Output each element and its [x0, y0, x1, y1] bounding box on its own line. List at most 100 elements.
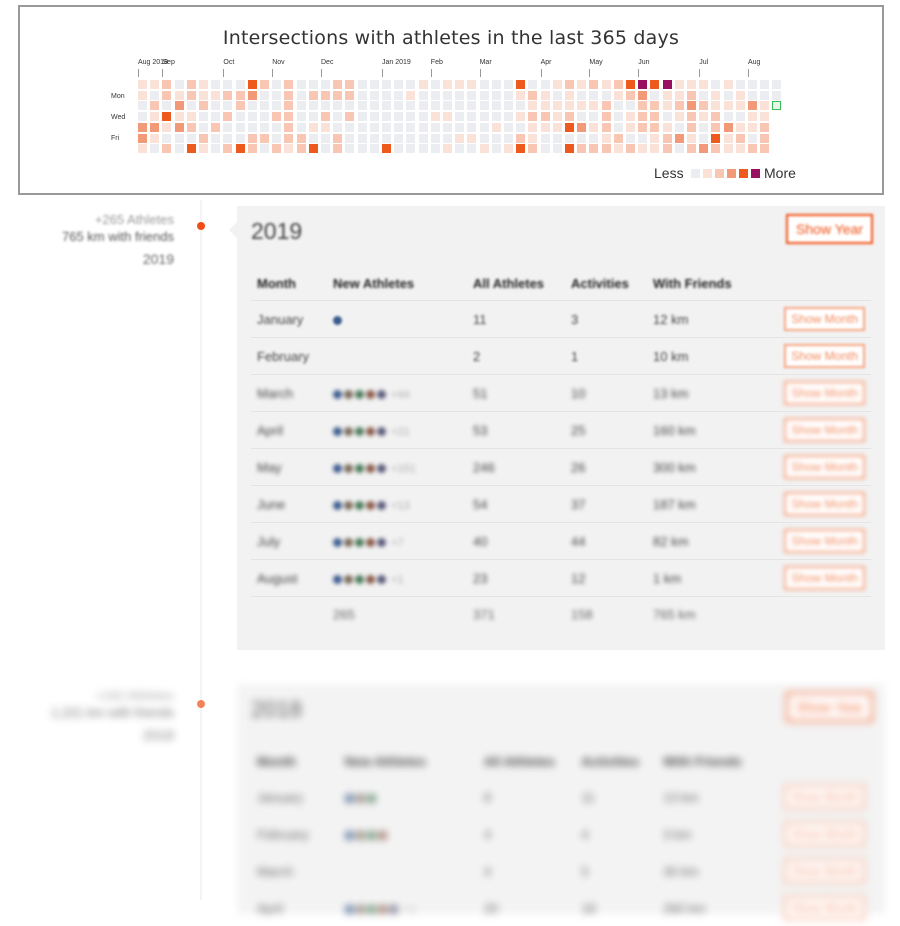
heatmap-cell[interactable]: [553, 91, 562, 100]
heatmap-cell[interactable]: [150, 91, 159, 100]
heatmap-cell[interactable]: [455, 134, 464, 143]
heatmap-cell[interactable]: [162, 134, 171, 143]
heatmap-cell[interactable]: [760, 112, 769, 121]
heatmap-cell[interactable]: [626, 91, 635, 100]
heatmap-cell[interactable]: [284, 101, 293, 110]
heatmap-cell[interactable]: [248, 80, 257, 89]
heatmap-cell[interactable]: [297, 123, 306, 132]
heatmap-cell[interactable]: [528, 144, 537, 153]
heatmap-cell[interactable]: [370, 123, 379, 132]
heatmap-cell[interactable]: [589, 91, 598, 100]
heatmap-cell[interactable]: [541, 134, 550, 143]
heatmap-cell[interactable]: [699, 112, 708, 121]
heatmap-cell[interactable]: [467, 101, 476, 110]
heatmap-cell[interactable]: [419, 123, 428, 132]
heatmap-cell[interactable]: [614, 123, 623, 132]
heatmap-cell[interactable]: [211, 80, 220, 89]
avatar[interactable]: [333, 501, 342, 510]
heatmap-cell[interactable]: [394, 91, 403, 100]
heatmap-cell[interactable]: [223, 91, 232, 100]
heatmap-cell[interactable]: [467, 112, 476, 121]
heatmap-cell[interactable]: [602, 101, 611, 110]
heatmap-cell[interactable]: [528, 112, 537, 121]
heatmap-cell[interactable]: [748, 101, 757, 110]
avatar[interactable]: [366, 538, 375, 547]
heatmap-cell[interactable]: [736, 91, 745, 100]
heatmap-cell[interactable]: [553, 112, 562, 121]
heatmap-cell[interactable]: [638, 123, 647, 132]
heatmap-cell[interactable]: [711, 80, 720, 89]
heatmap-cell[interactable]: [589, 123, 598, 132]
heatmap-cell[interactable]: [394, 101, 403, 110]
heatmap-cell[interactable]: [236, 112, 245, 121]
heatmap-cell[interactable]: [150, 80, 159, 89]
heatmap-cell[interactable]: [699, 144, 708, 153]
heatmap-cell[interactable]: [516, 101, 525, 110]
heatmap-cell[interactable]: [406, 123, 415, 132]
heatmap-cell[interactable]: [480, 134, 489, 143]
heatmap-cell[interactable]: [236, 101, 245, 110]
avatar[interactable]: [333, 464, 342, 473]
avatar[interactable]: [367, 831, 376, 840]
heatmap-cell[interactable]: [297, 144, 306, 153]
heatmap-cell[interactable]: [760, 91, 769, 100]
heatmap-cell[interactable]: [614, 112, 623, 121]
heatmap-cell[interactable]: [760, 101, 769, 110]
heatmap-cell[interactable]: [736, 134, 745, 143]
heatmap-cell[interactable]: [626, 144, 635, 153]
heatmap-cell[interactable]: [138, 91, 147, 100]
heatmap-cell[interactable]: [199, 134, 208, 143]
heatmap-cell[interactable]: [687, 91, 696, 100]
heatmap-cell[interactable]: [223, 123, 232, 132]
heatmap-cell[interactable]: [211, 123, 220, 132]
heatmap-cell[interactable]: [565, 80, 574, 89]
heatmap-cell[interactable]: [687, 112, 696, 121]
heatmap-cell[interactable]: [455, 91, 464, 100]
heatmap-cell[interactable]: [772, 80, 781, 89]
heatmap-cell[interactable]: [602, 91, 611, 100]
heatmap-cell[interactable]: [297, 101, 306, 110]
heatmap-cell[interactable]: [321, 91, 330, 100]
heatmap-cell[interactable]: [528, 134, 537, 143]
heatmap-cell[interactable]: [614, 101, 623, 110]
heatmap-cell[interactable]: [406, 144, 415, 153]
avatar[interactable]: [377, 501, 386, 510]
heatmap-cell[interactable]: [455, 80, 464, 89]
heatmap-cell[interactable]: [370, 112, 379, 121]
heatmap-cell[interactable]: [321, 112, 330, 121]
heatmap-cell[interactable]: [589, 80, 598, 89]
heatmap-cell[interactable]: [455, 144, 464, 153]
heatmap-cell[interactable]: [748, 123, 757, 132]
avatar[interactable]: [355, 575, 364, 584]
heatmap-cell[interactable]: [199, 144, 208, 153]
heatmap-cell[interactable]: [260, 123, 269, 132]
avatar[interactable]: [377, 538, 386, 547]
avatar[interactable]: [356, 794, 365, 803]
avatar[interactable]: [344, 538, 353, 547]
heatmap-cell[interactable]: [187, 144, 196, 153]
heatmap-cell[interactable]: [284, 144, 293, 153]
show-month-button[interactable]: Show Month: [784, 418, 865, 442]
heatmap-cell[interactable]: [406, 80, 415, 89]
heatmap-cell[interactable]: [138, 101, 147, 110]
heatmap-cell[interactable]: [406, 112, 415, 121]
avatar[interactable]: [344, 501, 353, 510]
heatmap-cell[interactable]: [455, 123, 464, 132]
heatmap-cell[interactable]: [687, 101, 696, 110]
heatmap-cell[interactable]: [577, 91, 586, 100]
heatmap-cell[interactable]: [699, 91, 708, 100]
heatmap-cell[interactable]: [150, 134, 159, 143]
heatmap-cell[interactable]: [675, 123, 684, 132]
heatmap-cell[interactable]: [260, 134, 269, 143]
heatmap-cell[interactable]: [724, 112, 733, 121]
avatar[interactable]: [366, 390, 375, 399]
heatmap-cell[interactable]: [162, 123, 171, 132]
heatmap-cell[interactable]: [724, 91, 733, 100]
heatmap-cell[interactable]: [541, 80, 550, 89]
heatmap-cell[interactable]: [223, 80, 232, 89]
heatmap-cell[interactable]: [565, 144, 574, 153]
heatmap-cell[interactable]: [370, 80, 379, 89]
heatmap-cell[interactable]: [492, 112, 501, 121]
heatmap-cell[interactable]: [492, 134, 501, 143]
avatar[interactable]: [366, 464, 375, 473]
